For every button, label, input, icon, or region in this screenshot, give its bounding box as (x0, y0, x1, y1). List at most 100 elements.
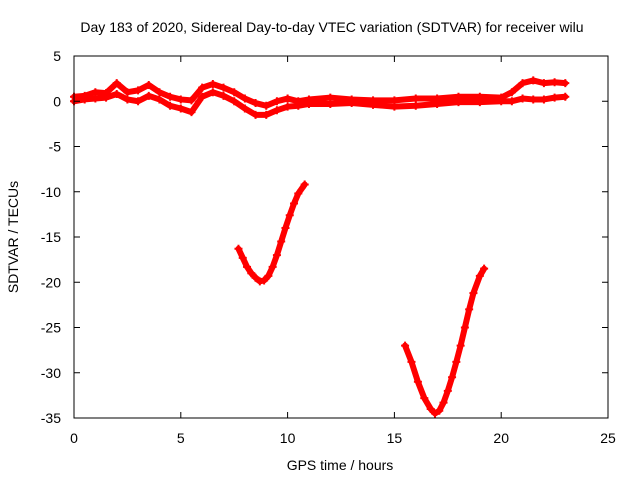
data-point (208, 80, 217, 89)
data-point (407, 357, 416, 366)
chart-title: Day 183 of 2020, Sidereal Day-to-day VTE… (80, 19, 583, 35)
data-point (155, 95, 164, 104)
data-point (123, 95, 132, 104)
y-axis-label: SDTVAR / TECUs (5, 181, 21, 293)
data-point (529, 95, 538, 104)
data-point (198, 83, 207, 92)
data-point (230, 88, 239, 97)
data-layer (70, 76, 570, 418)
data-point (166, 101, 175, 110)
data-point (475, 98, 484, 107)
data-point (247, 269, 256, 278)
data-point (243, 262, 252, 271)
data-point (435, 406, 444, 415)
x-tick-label: 5 (177, 430, 185, 446)
data-point (198, 92, 207, 101)
series-0 (70, 76, 570, 110)
data-point (448, 373, 457, 382)
data-point (234, 244, 243, 253)
data-point (268, 262, 277, 271)
data-point (102, 93, 111, 102)
data-point (272, 97, 281, 106)
data-point (347, 99, 356, 108)
data-point (469, 289, 478, 298)
data-point (326, 99, 335, 108)
data-point (550, 78, 559, 87)
data-point (426, 404, 435, 413)
data-point (281, 223, 290, 232)
data-point (439, 398, 448, 407)
data-point (518, 94, 527, 103)
data-point (507, 97, 516, 106)
data-point (112, 90, 121, 99)
plot-frame (73, 55, 609, 419)
data-point (219, 83, 228, 92)
data-point (497, 97, 506, 106)
data-point (187, 108, 196, 117)
data-point (208, 88, 217, 97)
data-point (219, 91, 228, 100)
y-tick-label: -10 (41, 184, 61, 200)
data-point (262, 110, 271, 119)
data-point (401, 341, 410, 350)
data-point (443, 386, 452, 395)
x-tick-label: 15 (387, 430, 403, 446)
data-point (144, 91, 153, 100)
data-point (176, 104, 185, 113)
data-point (91, 94, 100, 103)
y-tick-label: 5 (53, 48, 61, 64)
data-point (454, 98, 463, 107)
series-1 (70, 88, 570, 119)
series-3 (401, 264, 489, 418)
data-point (411, 94, 420, 103)
data-point (369, 100, 378, 109)
data-point (260, 276, 269, 285)
data-point (475, 271, 484, 280)
data-point (413, 377, 422, 386)
data-point (262, 101, 271, 110)
data-point (187, 96, 196, 105)
x-tick-label: 10 (280, 430, 296, 446)
data-point (285, 211, 294, 220)
data-point (272, 106, 281, 115)
data-point (411, 101, 420, 110)
data-point (529, 76, 538, 85)
x-tick-label: 20 (493, 430, 509, 446)
y-tick-label: -35 (41, 410, 61, 426)
y-tick-label: 0 (53, 93, 61, 109)
data-point (561, 92, 570, 101)
data-point (166, 92, 175, 101)
data-point (294, 189, 303, 198)
data-point (134, 86, 143, 95)
data-point (251, 110, 260, 119)
data-point (456, 341, 465, 350)
data-point (460, 323, 469, 332)
x-tick-label: 0 (70, 430, 78, 446)
data-point (272, 251, 281, 260)
data-point (155, 88, 164, 97)
y-tick-label: -20 (41, 274, 61, 290)
data-point (251, 99, 260, 108)
data-point (390, 102, 399, 111)
data-point (304, 99, 313, 108)
data-point (539, 95, 548, 104)
data-point (430, 409, 439, 418)
data-point (123, 88, 132, 97)
data-point (240, 104, 249, 113)
data-point (80, 95, 89, 104)
y-tick-label: -30 (41, 365, 61, 381)
data-point (290, 199, 299, 208)
x-axis-label: GPS time / hours (287, 457, 394, 473)
data-point (507, 88, 516, 97)
data-point (420, 394, 429, 403)
data-point (294, 101, 303, 110)
data-point (238, 253, 247, 262)
y-tick-label: -5 (49, 139, 62, 155)
data-point (277, 237, 286, 246)
x-tick-label: 25 (600, 430, 616, 446)
data-point (550, 93, 559, 102)
data-point (539, 79, 548, 88)
data-point (518, 79, 527, 88)
data-point (230, 97, 239, 106)
